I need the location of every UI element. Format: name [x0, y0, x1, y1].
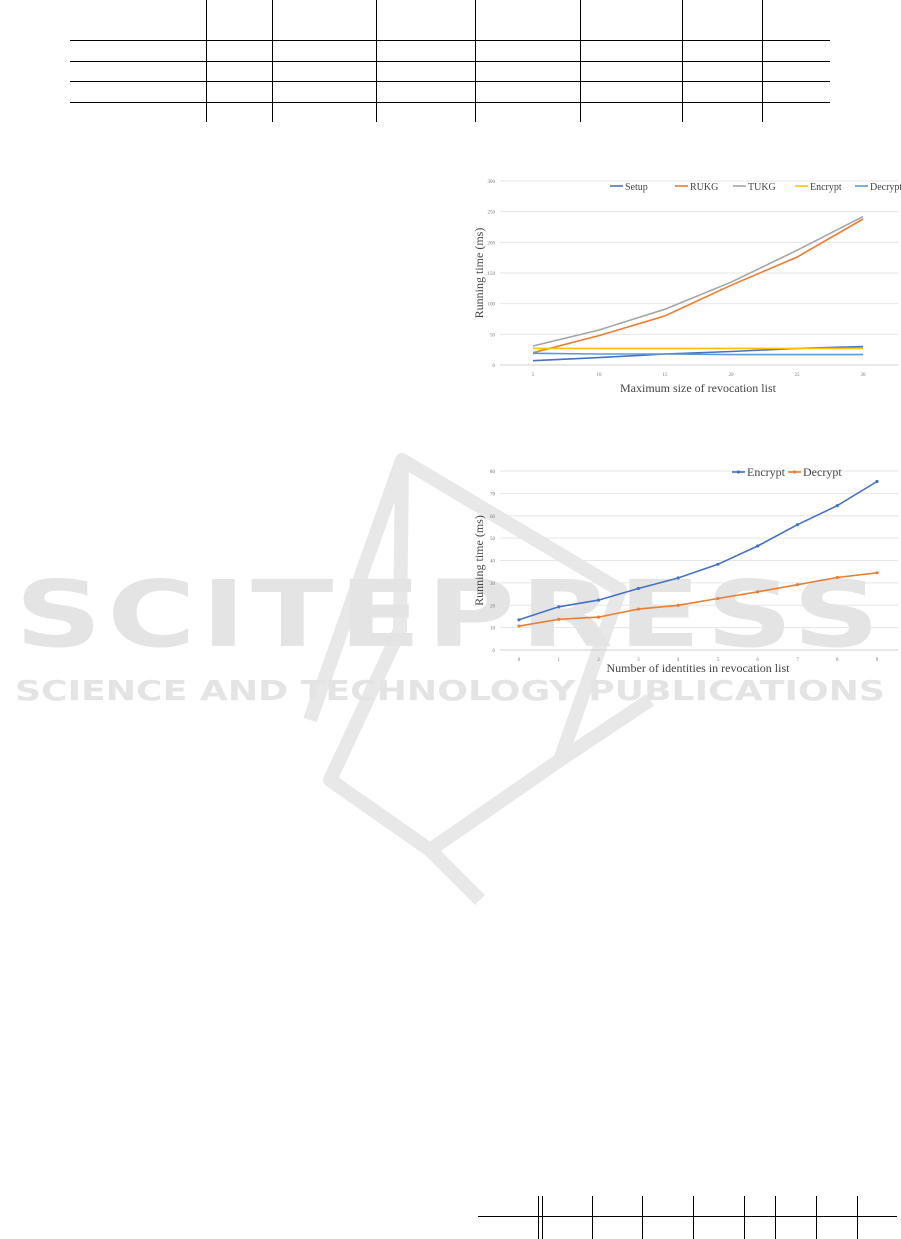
data-point-encrypt: [835, 504, 839, 508]
data-point-decrypt: [517, 624, 521, 628]
x-tick-label: 15: [663, 373, 669, 378]
data-point-decrypt: [835, 575, 839, 580]
y-tick-label: 50: [490, 537, 496, 542]
data-point-encrypt: [875, 479, 879, 484]
table-column-divider: [693, 1196, 694, 1239]
x-tick-label: 4: [677, 658, 680, 663]
series-line-decrypt: [518, 572, 878, 627]
data-point-encrypt: [517, 618, 521, 622]
y-tick-label: 10: [490, 627, 496, 632]
data-point-decrypt: [795, 583, 800, 587]
data-point-encrypt: [756, 544, 760, 548]
data-point-encrypt: [636, 586, 640, 591]
x-tick-label: 6: [756, 658, 759, 663]
x-tick-label: 7: [796, 658, 799, 663]
x-tick-label: 8: [836, 658, 839, 663]
x-axis-label: Number of identities in revocation list: [607, 661, 791, 675]
table-column-divider: [272, 0, 273, 122]
legend-label: Setup: [625, 182, 648, 193]
legend-label: Encrypt: [747, 465, 786, 479]
y-tick-label: 80: [490, 470, 496, 475]
y-tick-label: 200: [488, 241, 496, 246]
table-rule: [70, 40, 830, 41]
x-tick-label: 9: [876, 658, 879, 663]
table-column-divider: [475, 0, 476, 122]
data-point-decrypt: [875, 571, 879, 575]
y-tick-label: 50: [490, 333, 496, 338]
table-column-divider: [775, 1196, 776, 1239]
y-tick-label: 30: [490, 582, 496, 587]
chart-identities-in-revocation-list: 0 10 20 30 40 50 60 70 80 0 1 2 3 4 5 6 7 8 9 Number of ide…: [472, 465, 898, 675]
chart-revocation-list-size: 0 50 100 150 200 250 300 5 10 15 20 25 30 Maximum siz…: [472, 180, 901, 395]
y-tick-label: 150: [488, 272, 496, 277]
legend-label: RUKG: [690, 182, 718, 193]
x-tick-label: 30: [861, 373, 867, 378]
data-point-decrypt: [676, 603, 680, 607]
legend-label: Decrypt: [870, 182, 901, 193]
data-point-decrypt: [557, 617, 561, 621]
series-line-rukg: [532, 218, 864, 354]
top-table: [0, 0, 901, 125]
bottom-table: [0, 1190, 901, 1239]
table-column-divider: [642, 1196, 643, 1239]
y-tick-label: 70: [490, 492, 496, 497]
table-column-divider: [682, 0, 683, 122]
x-tick-label: 5: [717, 658, 720, 663]
x-tick-label: 20: [729, 373, 735, 378]
table-rule: [478, 1216, 897, 1217]
table-rule: [70, 81, 830, 82]
y-tick-label: 0: [493, 649, 496, 654]
data-point-encrypt: [716, 562, 720, 566]
table-column-divider: [206, 0, 207, 122]
y-axis-label: Running time (ms): [472, 515, 486, 606]
table-column-divider: [592, 1196, 593, 1239]
data-point-encrypt: [676, 576, 680, 580]
table-column-divider: [744, 1196, 745, 1239]
table-column-divider: [542, 1196, 543, 1239]
data-point-encrypt: [557, 605, 561, 609]
table-column-divider: [580, 0, 581, 122]
y-tick-label: 60: [490, 515, 496, 520]
table-column-divider: [376, 0, 377, 122]
y-axis-label: Running time (ms): [472, 228, 486, 319]
x-axis-label: Maximum size of revocation list: [620, 381, 777, 395]
table-column-divider: [816, 1196, 817, 1239]
x-tick-label: 0: [518, 658, 521, 663]
y-tick-label: 40: [490, 560, 496, 565]
legend-label: Decrypt: [803, 465, 842, 479]
data-point-decrypt: [756, 590, 760, 594]
legend-marker: [792, 470, 797, 474]
legend-label: Encrypt: [810, 182, 842, 193]
x-tick-label: 25: [795, 373, 801, 378]
legend-label: TUKG: [748, 182, 776, 193]
y-tick-label: 20: [490, 604, 496, 609]
data-point-encrypt: [596, 598, 601, 602]
x-tick-label: 10: [597, 373, 603, 378]
series-line-encrypt: [518, 480, 878, 621]
table-column-divider: [857, 1196, 858, 1239]
data-point-decrypt: [596, 615, 601, 619]
table-column-divider: [762, 0, 763, 122]
x-tick-label: 3: [637, 658, 640, 663]
y-tick-label: 300: [488, 180, 496, 185]
data-point-decrypt: [716, 596, 720, 601]
data-point-encrypt: [795, 523, 800, 527]
table-rule: [70, 61, 830, 62]
table-column-divider: [538, 1196, 539, 1239]
series-line-tukg: [532, 215, 864, 347]
x-tick-label: 2: [597, 658, 600, 663]
table-rule: [70, 102, 830, 103]
series-line-decrypt: [532, 352, 863, 356]
y-tick-label: 250: [488, 211, 496, 216]
y-tick-label: 0: [493, 364, 496, 369]
legend-marker: [736, 470, 741, 474]
y-tick-label: 100: [488, 303, 496, 308]
x-tick-label: 1: [558, 658, 561, 663]
x-tick-label: 5: [532, 373, 535, 378]
data-point-decrypt: [636, 607, 640, 611]
